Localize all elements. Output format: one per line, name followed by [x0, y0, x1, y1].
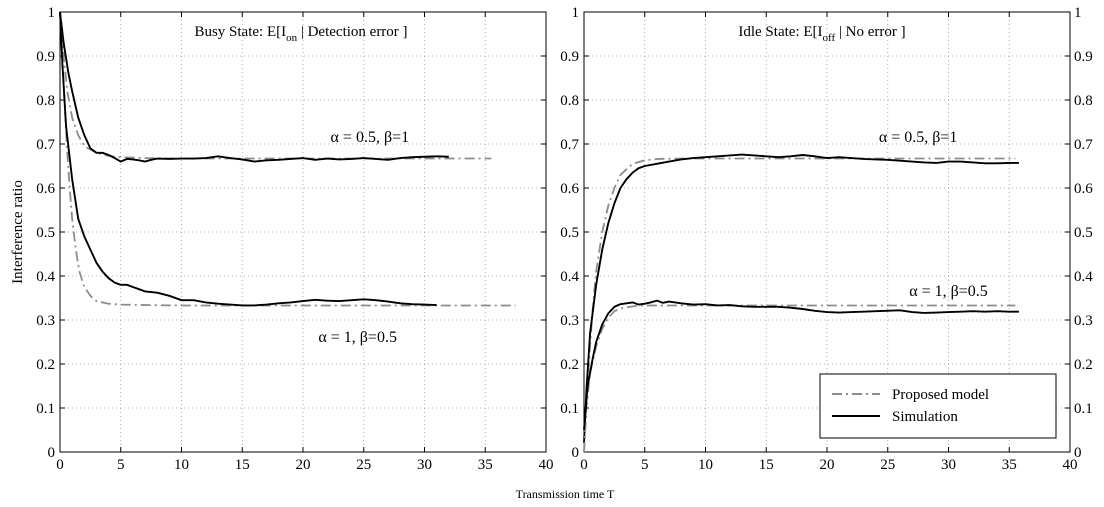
curve-annotation: α = 0.5, β=1	[879, 129, 958, 146]
x-tick-label: 15	[759, 457, 774, 473]
y-axis-title: Interference ratio	[10, 180, 26, 284]
y-tick-label: 0.7	[560, 137, 579, 153]
panel-2: 0 5 10 15 20 25 30 35 400 00.1 0.10.2 0.20.3 0.30.4 0…	[560, 5, 1093, 473]
y-tick-label: 0.3	[36, 313, 55, 329]
x-tick-label: 40	[1063, 457, 1078, 473]
y-tick-label: 0	[48, 445, 56, 461]
x-tick-label: 25	[356, 457, 371, 473]
x-tick-label: 20	[820, 457, 835, 473]
y-tick-label: 0.2	[36, 357, 55, 373]
y-tick-label: 0.1	[36, 401, 55, 417]
y-tick-label: 0.9	[36, 49, 55, 65]
x-tick-label: 30	[941, 457, 956, 473]
y-tick-label-right: 0.6	[1074, 181, 1093, 197]
y-tick-label-right: 0.1	[1074, 401, 1093, 417]
series-line-proposed-model	[59, 11, 516, 307]
x-tick-label: 10	[698, 457, 713, 473]
legend-label: Proposed model	[892, 387, 989, 403]
y-tick-label-right: 0.4	[1074, 269, 1093, 285]
curve-annotation: α = 1, β=0.5	[318, 329, 397, 346]
x-tick-label: 25	[880, 457, 895, 473]
y-tick-label-right: 0	[1074, 445, 1082, 461]
series-line-proposed-model	[59, 11, 492, 160]
curve-annotation: α = 0.5, β=1	[331, 129, 410, 146]
x-tick-label: 30	[417, 457, 432, 473]
series-line-simulation	[583, 299, 1019, 431]
legend-box	[819, 373, 1057, 439]
series-line-simulation	[583, 153, 1019, 444]
y-tick-label: 0.2	[560, 357, 579, 373]
x-tick-label: 5	[117, 457, 125, 473]
y-tick-label: 0.6	[36, 181, 55, 197]
panel-title: Idle State: E[Ioff | No error ]	[738, 24, 905, 44]
y-tick-label: 0.4	[36, 269, 55, 285]
y-tick-label-right: 1	[1074, 5, 1082, 21]
x-tick-label: 35	[478, 457, 493, 473]
y-tick-label: 0.8	[560, 93, 579, 109]
y-tick-label-right: 0.8	[1074, 93, 1093, 109]
y-tick-label: 0.5	[560, 225, 579, 241]
y-tick-label-right: 0.9	[1074, 49, 1093, 65]
series-line-simulation	[59, 11, 449, 163]
y-tick-label-right: 0.2	[1074, 357, 1093, 373]
y-tick-label: 0.6	[560, 181, 579, 197]
y-tick-label: 1	[572, 5, 580, 21]
y-tick-label: 0.7	[36, 137, 55, 153]
y-tick-label-right: 0.7	[1074, 137, 1093, 153]
y-tick-label: 0.3	[560, 313, 579, 329]
panel-1: 0 5 10 15 20 25 30 35 40 0 0.1 0.2 0.3 0.4 0.5 0.6 0.7 0.…	[36, 5, 553, 473]
y-tick-label: 0.4	[560, 269, 579, 285]
series-line-simulation	[59, 11, 437, 307]
y-tick-label: 0.1	[560, 401, 579, 417]
x-tick-label: 5	[641, 457, 649, 473]
y-tick-label: 0.5	[36, 225, 55, 241]
x-tick-label: 0	[56, 457, 64, 473]
x-axis-title: Transmission time T	[516, 487, 615, 501]
x-tick-label: 35	[1002, 457, 1017, 473]
x-tick-label: 10	[174, 457, 189, 473]
x-tick-label: 15	[235, 457, 250, 473]
x-tick-label: 20	[296, 457, 311, 473]
y-tick-label-right: 0.5	[1074, 225, 1093, 241]
legend-label: Simulation	[892, 409, 958, 425]
y-tick-label: 0	[572, 445, 580, 461]
y-tick-label: 0.8	[36, 93, 55, 109]
legend: Proposed model Simulation	[819, 373, 1057, 439]
curve-annotation: α = 1, β=0.5	[909, 283, 988, 300]
y-tick-label-right: 0.3	[1074, 313, 1093, 329]
x-tick-label: 40	[539, 457, 554, 473]
x-tick-label: 0	[580, 457, 588, 473]
y-tick-label: 0.9	[560, 49, 579, 65]
panel-title: Busy State: E[Ion | Detection error ]	[194, 24, 407, 44]
y-tick-label: 1	[48, 5, 56, 21]
